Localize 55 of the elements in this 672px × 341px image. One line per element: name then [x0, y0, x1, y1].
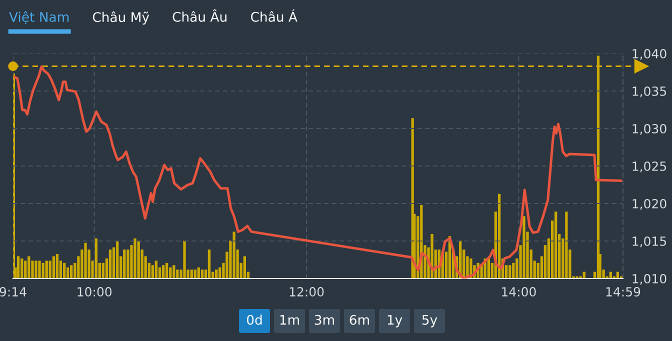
y-tick-label: 1,025 — [632, 161, 666, 172]
bar — [70, 265, 73, 278]
text: Châu Âu — [172, 9, 226, 22]
x-tick-label: 9:14 — [0, 287, 26, 297]
bar — [162, 265, 165, 278]
bar — [56, 254, 59, 278]
bar — [20, 258, 24, 278]
y-tick-label: 1,030 — [632, 124, 666, 135]
bar — [508, 265, 512, 278]
bar — [183, 240, 186, 278]
bar — [232, 232, 236, 278]
bar — [565, 212, 568, 278]
x-tick-label: 10:00 — [78, 287, 112, 297]
y-tick-label: 1,010 — [632, 274, 666, 285]
bar — [554, 212, 558, 278]
bar — [102, 262, 104, 278]
bar — [42, 262, 44, 278]
bar — [28, 256, 30, 278]
x-tick-label: 12:00 — [290, 287, 324, 297]
x-tick-label: 14:00 — [502, 287, 536, 297]
y-tick-label: 1,015 — [632, 236, 666, 248]
bar — [84, 242, 87, 278]
bar — [172, 265, 176, 278]
x-tick-label: 14:59 — [606, 287, 640, 297]
text: 1m — [280, 315, 300, 325]
bar — [430, 234, 434, 278]
text: Châu Á — [250, 9, 298, 22]
bar — [38, 260, 41, 278]
text: Việt Nam — [9, 11, 69, 24]
bar — [34, 260, 38, 278]
bar — [94, 238, 98, 278]
y-tick-label: 1,040 — [632, 48, 666, 60]
y-tick-label: 1,020 — [632, 198, 666, 210]
bar — [123, 250, 126, 278]
y-tick-label: 1,035 — [632, 86, 666, 98]
text: 6m — [350, 314, 370, 325]
bar — [45, 260, 48, 278]
text: Châu Mỹ — [92, 11, 150, 25]
text: 1y — [388, 315, 402, 328]
text: 0d — [246, 314, 262, 325]
bar — [16, 256, 20, 278]
bar — [165, 262, 168, 278]
text: 3m — [314, 314, 334, 325]
bar — [134, 238, 136, 278]
bar — [512, 262, 515, 278]
bar — [208, 250, 211, 278]
bar — [243, 256, 246, 278]
text: 5y — [422, 315, 438, 328]
bar — [522, 216, 526, 278]
bar — [154, 260, 158, 278]
bar — [108, 250, 112, 278]
bar — [52, 256, 56, 278]
bar — [62, 262, 66, 278]
bar — [116, 240, 119, 278]
bar — [137, 240, 140, 278]
